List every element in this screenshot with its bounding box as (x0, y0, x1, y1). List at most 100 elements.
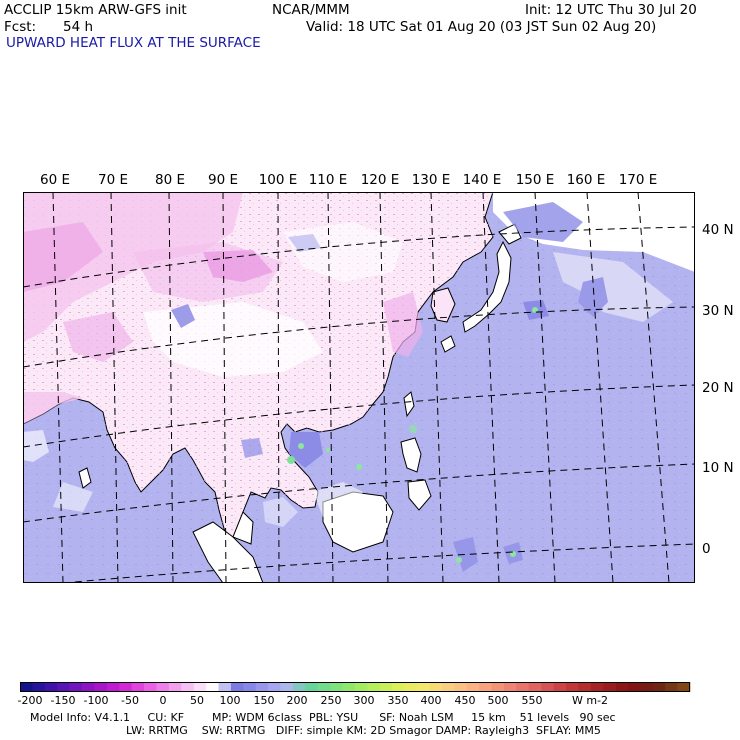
colorbar-swatch (590, 682, 604, 692)
lon-label-90e: 90 E (208, 172, 238, 188)
lon-label-110e: 110 E (308, 172, 348, 188)
colorbar-label-15: 550 (521, 694, 543, 707)
colorbar-units: W m-2 (572, 694, 609, 707)
colorbar-swatch (466, 682, 480, 692)
colorbar-swatch (69, 682, 83, 692)
colorbar-swatch (392, 682, 405, 692)
colorbar-swatch (292, 682, 306, 692)
lon-label-100e: 100 E (258, 172, 298, 188)
colorbar-label-14: 500 (487, 694, 509, 707)
tibet-blue-patch (171, 304, 195, 328)
colorbar-swatch (503, 682, 517, 692)
lon-label-70e: 70 E (98, 172, 128, 188)
colorbar-swatch (82, 682, 95, 692)
colorbar-swatch (441, 682, 455, 692)
sumatra (192, 521, 264, 583)
colorbar (20, 682, 691, 692)
colorbar-swatch (305, 682, 319, 692)
center-label: NCAR/MMM (272, 2, 350, 18)
philippines-mindanao (407, 479, 432, 511)
east-china-heat (383, 292, 423, 357)
japan-hokkaido (498, 223, 522, 245)
colorbar-swatch (106, 682, 120, 692)
forecast-label: Fcst: (4, 19, 37, 35)
lon-label-170e: 170 E (618, 172, 658, 188)
colorbar-swatch (131, 682, 145, 692)
colorbar-swatch (243, 682, 257, 692)
model-title: ACCLIP 15km ARW-GFS init (4, 2, 187, 18)
colorbar-swatch (429, 682, 443, 692)
colorbar-swatch (57, 682, 70, 692)
colorbar-swatch (615, 682, 629, 692)
forecast-hour: 54 h (63, 19, 94, 35)
model-info-line1: Model Info: V4.1.1 CU: KF MP: WDM 6class… (30, 711, 616, 724)
field-title: UPWARD HEAT FLUX AT THE SURFACE (6, 35, 261, 51)
lon-label-160e: 160 E (566, 172, 606, 188)
map-border (23, 192, 695, 583)
colorbar-swatch (404, 682, 418, 692)
lat-label-30n: 30 N (702, 303, 734, 319)
taiwan (403, 391, 415, 418)
colorbar-label-10: 300 (353, 694, 375, 707)
lon-label-130e: 130 E (411, 172, 451, 188)
colorbar-swatch (94, 682, 108, 692)
colorbar-label-3: -50 (121, 694, 139, 707)
colorbar-swatch (603, 682, 616, 692)
colorbar-swatch (640, 682, 654, 692)
colorbar-swatch (20, 682, 33, 692)
colorbar-swatch (479, 682, 492, 692)
colorbar-label-13: 450 (454, 694, 476, 707)
colorbar-swatch (193, 682, 207, 692)
colorbar-label-0: -200 (17, 694, 43, 707)
colorbar-swatch (553, 682, 567, 692)
tonkin-hot-spot (287, 456, 295, 464)
valid-time: Valid: 18 UTC Sat 01 Aug 20 (03 JST Sun … (306, 19, 657, 35)
colorbar-label-7: 150 (253, 694, 275, 707)
colorbar-swatch (32, 682, 46, 692)
colorbar-swatch (665, 682, 678, 692)
graticule (23, 192, 695, 583)
colorbar-swatch (565, 682, 579, 692)
lon-label-80e: 80 E (155, 172, 185, 188)
colorbar-label-12: 400 (420, 694, 442, 707)
lon-label-120e: 120 E (360, 172, 400, 188)
colorbar-label-6: 100 (219, 694, 241, 707)
colorbar-swatch (119, 682, 132, 692)
colorbar-swatch (168, 682, 182, 692)
gulf-tonkin (289, 432, 323, 468)
japan-honshu (462, 240, 512, 333)
colorbar-swatch (342, 682, 356, 692)
colorbar-swatch (379, 682, 393, 692)
lon-label-150e: 150 E (515, 172, 555, 188)
init-time: Init: 12 UTC Thu 30 Jul 20 (525, 2, 697, 18)
colorbar-label-4: 0 (159, 694, 167, 707)
philippines-luzon (400, 437, 422, 473)
colorbar-label-2: -100 (83, 694, 109, 707)
colorbar-swatch (44, 682, 58, 692)
colorbar-swatch (652, 682, 666, 692)
lat-label-10n: 10 N (702, 460, 734, 476)
colorbar-swatch (454, 682, 467, 692)
colorbar-swatch (528, 682, 542, 692)
korea (430, 287, 456, 323)
lon-label-60e: 60 E (40, 172, 70, 188)
colorbar-swatch (541, 682, 554, 692)
colorbar-border (20, 682, 690, 692)
colorbar-swatch (144, 682, 157, 692)
colorbar-swatch (627, 682, 641, 692)
colorbar-label-8: 200 (286, 694, 308, 707)
colorbar-swatch (367, 682, 381, 692)
colorbar-swatch (156, 682, 170, 692)
colorbar-swatch (230, 682, 244, 692)
colorbar-swatch (417, 682, 430, 692)
malay-peninsula (232, 511, 254, 545)
colorbar-swatch (578, 682, 592, 692)
colorbar-label-9: 250 (320, 694, 342, 707)
model-info-line2: LW: RRTMG SW: RRTMG DIFF: simple KM: 2D … (126, 724, 601, 737)
colorbar-swatch (181, 682, 195, 692)
lat-label-40n: 40 N (702, 222, 734, 238)
colorbar-label-1: -150 (50, 694, 76, 707)
japan-kyushu (440, 335, 456, 353)
colorbar-swatch (268, 682, 281, 692)
colorbar-swatch (516, 682, 530, 692)
